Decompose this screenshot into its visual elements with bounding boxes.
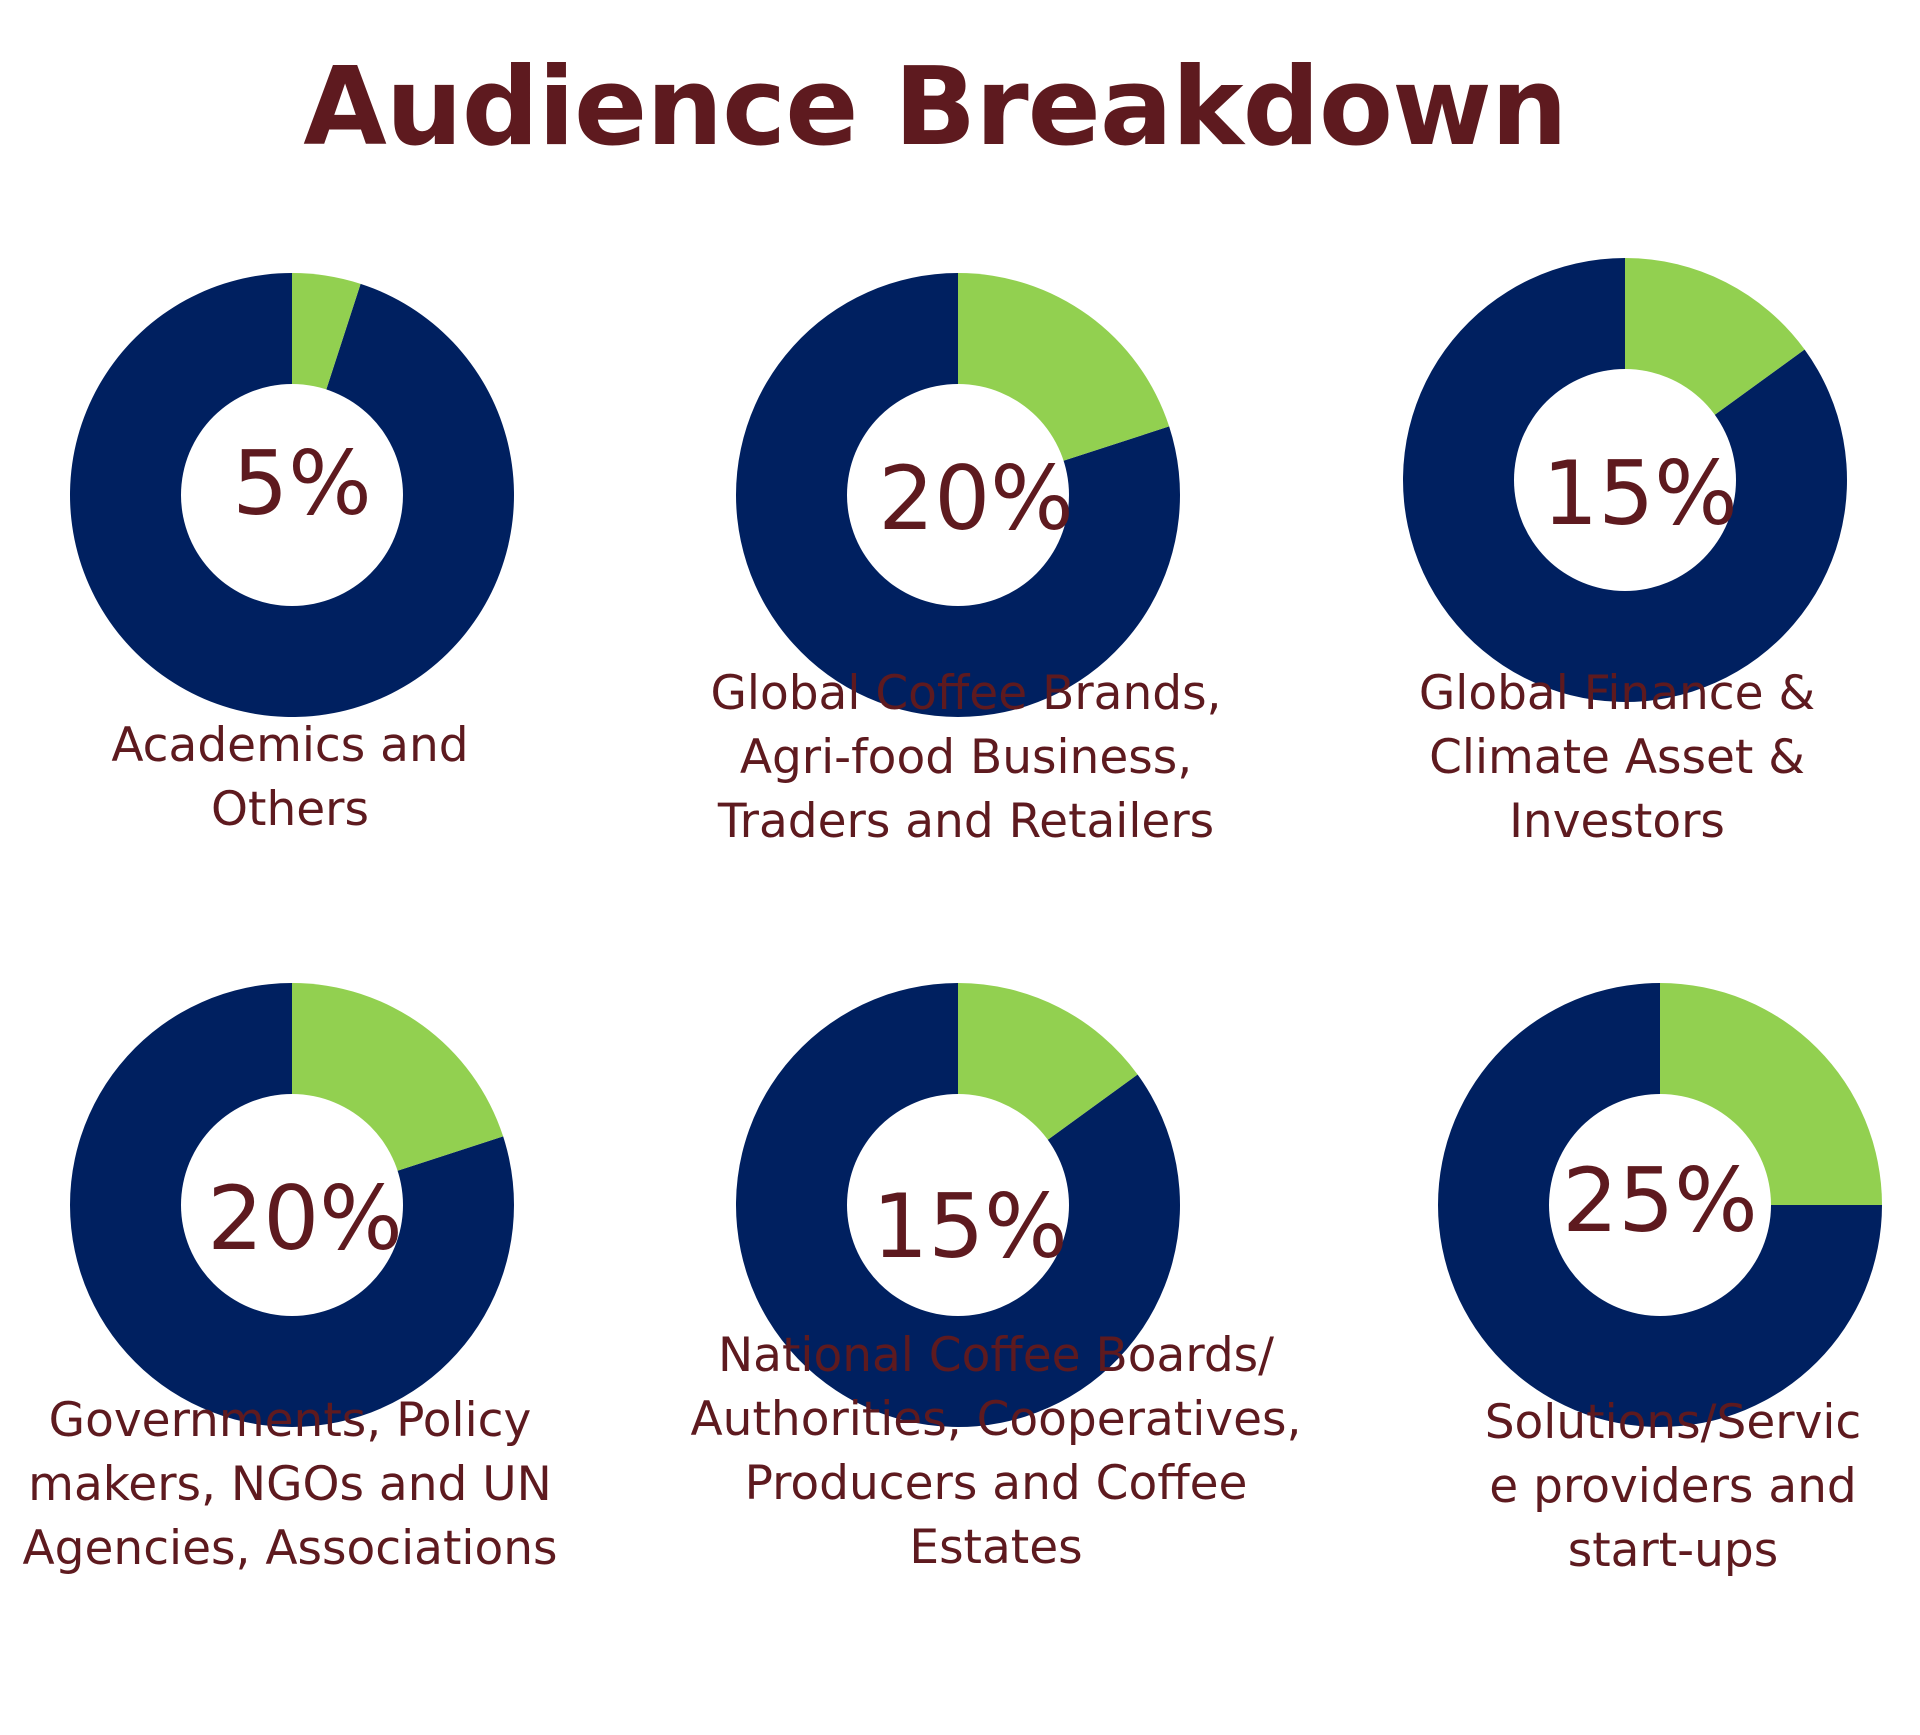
donut-chart: 5%: [70, 273, 515, 718]
caption-line: Authorities, Cooperatives,: [690, 1392, 1302, 1447]
donut-hole: [1514, 369, 1736, 591]
donut-chart: 20%: [736, 273, 1181, 717]
caption-line: Global Coffee Brands,: [710, 666, 1222, 721]
caption-line: Climate Asset &: [1429, 730, 1805, 785]
segment-caption: Academics and Others: [30, 714, 550, 842]
caption-line: Global Finance &: [1418, 666, 1816, 721]
caption-line: Estates: [909, 1520, 1083, 1575]
caption-line: Academics and: [111, 718, 469, 773]
donut-hole: [1549, 1094, 1771, 1316]
caption-line: Governments, Policy: [48, 1393, 532, 1448]
donut-hole: [847, 384, 1069, 606]
page-title: Audience Breakdown: [303, 45, 1568, 170]
segment-caption: Solutions/Servic e providers and start-ups: [1433, 1391, 1913, 1583]
caption-line: Agri-food Business,: [739, 730, 1193, 785]
caption-line: National Coffee Boards/: [718, 1328, 1274, 1383]
percentage-label: 20%: [878, 447, 1074, 550]
caption-line: e providers and: [1489, 1459, 1857, 1514]
donut-chart: 20%: [70, 983, 515, 1427]
caption-line: makers, NGOs and UN: [28, 1457, 552, 1512]
segment-caption: National Coffee Boards/Authorities, Coop…: [676, 1324, 1316, 1580]
donut-hole: [181, 1094, 403, 1316]
percentage-label: 20%: [207, 1167, 403, 1270]
caption-line: Investors: [1509, 794, 1725, 849]
caption-line: Agencies, Associations: [22, 1521, 558, 1576]
donut-chart: 25%: [1438, 983, 1882, 1427]
segment-caption: Governments, Policy makers, NGOs and UN Ag…: [10, 1389, 570, 1581]
donut-hole: [847, 1094, 1069, 1316]
caption-line: Solutions/Servic: [1484, 1395, 1862, 1450]
donut-chart: 15%: [1403, 258, 1848, 703]
caption-line: Others: [211, 782, 369, 837]
donut-hole: [181, 384, 403, 606]
segment-caption: Global Coffee Brands, Agri-food Business,…: [656, 662, 1276, 854]
percentage-label: 15%: [1542, 442, 1738, 545]
segment-caption: Global Finance & Climate Asset & Investors: [1357, 662, 1877, 854]
percentage-label: 15%: [872, 1175, 1068, 1278]
caption-line: Traders and Retailers: [717, 794, 1215, 849]
percentage-label: 25%: [1562, 1149, 1758, 1252]
percentage-label: 5%: [232, 432, 372, 535]
caption-line: Producers and Coffee: [744, 1456, 1248, 1511]
donut-chart: 15%: [736, 983, 1180, 1427]
caption-line: start-ups: [1567, 1523, 1779, 1578]
